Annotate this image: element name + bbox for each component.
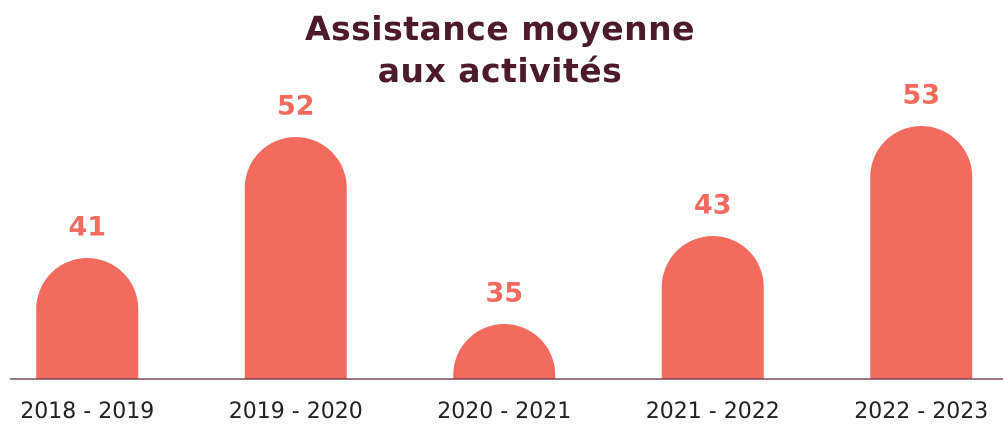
bar bbox=[453, 324, 556, 379]
x-tick-label: 2019 - 2020 bbox=[229, 399, 363, 424]
x-tick-label: 2021 - 2022 bbox=[646, 399, 780, 424]
x-tick-label: 2018 - 2019 bbox=[20, 399, 154, 424]
bar bbox=[244, 137, 347, 379]
bar bbox=[870, 126, 973, 380]
value-label: 53 bbox=[902, 80, 940, 111]
value-label: 52 bbox=[277, 91, 315, 122]
x-tick-label: 2022 - 2023 bbox=[854, 399, 988, 424]
value-label: 41 bbox=[68, 212, 106, 243]
bar bbox=[36, 258, 139, 379]
value-label: 43 bbox=[694, 190, 732, 221]
bar bbox=[661, 236, 764, 379]
x-tick-label: 2020 - 2021 bbox=[437, 399, 571, 424]
chart-title: Assistance moyenne aux activités bbox=[304, 9, 696, 90]
value-label: 35 bbox=[485, 278, 523, 309]
